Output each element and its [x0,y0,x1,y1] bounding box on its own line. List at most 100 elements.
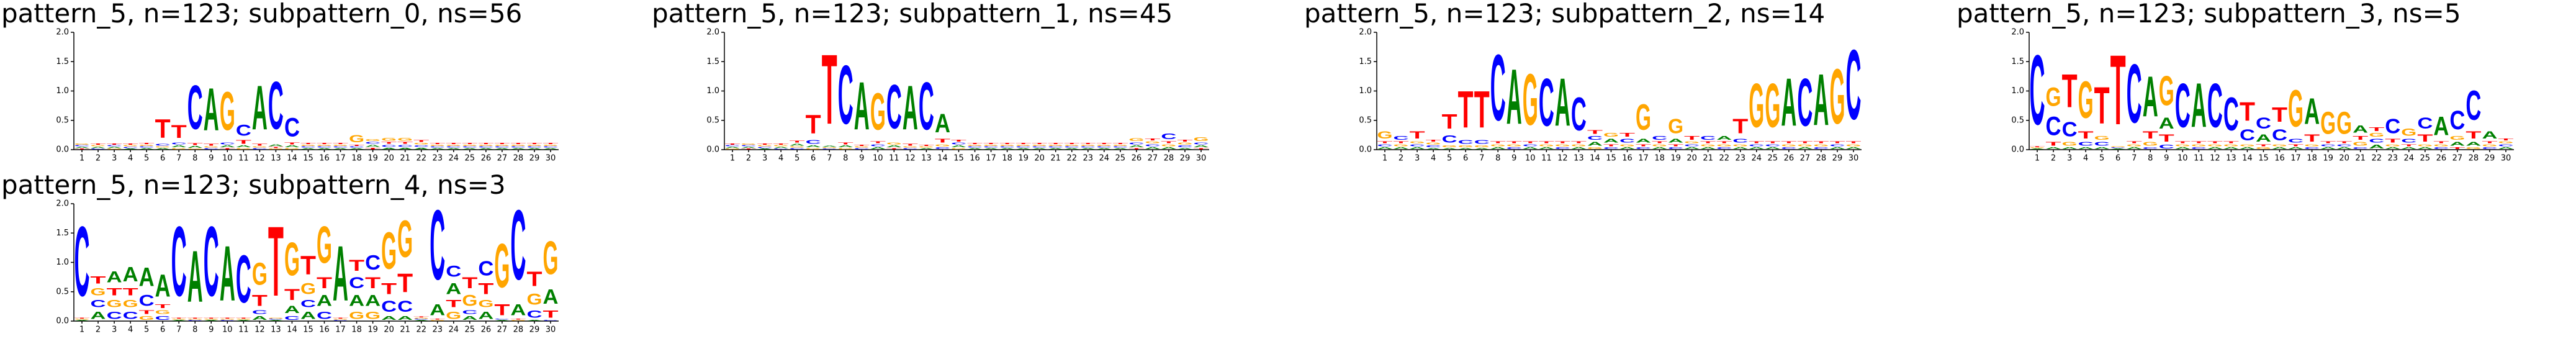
letter: T [2207,141,2223,144]
letter: C [1813,147,1829,150]
letter: A [1161,147,1176,150]
letter: A [2320,147,2336,150]
letter: C [935,147,950,150]
letter: G [1668,114,1683,138]
letter: A [220,145,235,148]
letter: G [171,319,187,320]
letter: T [1829,141,1845,144]
x-tick-label: 29 [529,325,540,335]
letter: C [1177,145,1192,148]
letter: G [725,148,741,150]
x-tick-label: 4 [1431,154,1436,163]
letter: A [854,68,870,145]
y-tick-label: 1.0 [2011,86,2024,96]
x-tick-label: 12 [2210,154,2220,163]
x-tick-label: 19 [1018,154,1029,163]
letter: A [2466,141,2481,147]
x-tick-label: 29 [1832,154,1843,163]
letter: C [2127,47,2142,140]
letter: C [526,146,542,148]
letter: C [2433,147,2449,150]
letter: G [1684,141,1700,144]
letter: T [1571,141,1587,144]
letter: T [252,292,268,309]
letter: C [1797,65,1813,141]
x-tick-label: 12 [254,154,265,163]
letter: G [2320,106,2336,140]
x-tick-label: 28 [2469,154,2479,163]
letter: T [1523,141,1538,144]
letter: A [155,148,171,150]
letter: C [1555,147,1570,150]
x-tick-label: 10 [222,325,233,335]
letter: T [2482,141,2497,144]
letter: A [2175,147,2191,150]
letter: A [999,148,1015,150]
y-tick-label: 0.5 [1359,116,1372,125]
letter: T [187,317,203,319]
letter: G [1619,143,1635,147]
letter: C [107,309,122,321]
letter: G [526,144,542,146]
letter: G [2030,147,2045,148]
letter: G [268,317,284,319]
letter: G [155,309,171,315]
letter: C [822,148,837,150]
letter: A [2030,148,2045,150]
letter: G [430,144,445,146]
letter: G [1845,143,1861,147]
letter: T [268,147,284,148]
letter: G [543,232,558,285]
letter: G [2078,70,2094,129]
letter: A [790,143,805,147]
letter: A [1668,138,1683,143]
letter: A [1845,147,1861,150]
letter: A [1442,148,1457,150]
x-tick-label: 28 [1164,154,1174,163]
x-tick-label: 8 [2148,154,2153,163]
letter: T [2336,141,2352,144]
letter: T [349,257,364,275]
letter: G [91,145,106,147]
letter: C [220,142,235,145]
logo-panel: pattern_5, n=123; subpattern_0, ns=56 0.0… [1,0,559,163]
letter: T [284,286,300,304]
x-tick-label: 17 [335,154,346,163]
letter: T [1112,143,1128,145]
letter: G [870,82,886,141]
x-tick-label: 3 [762,154,767,163]
y-tick-label: 1.0 [56,86,69,96]
letter: G [903,146,918,148]
letter: T [886,148,902,150]
letter: A [1048,148,1063,150]
letter: A [107,147,122,148]
x-tick-label: 15 [1606,154,1616,163]
letter: A [1716,135,1732,141]
y-tick-label: 2.0 [2011,28,2024,37]
x-tick-label: 5 [795,154,799,163]
letter: T [91,143,106,145]
letter: T [187,143,203,146]
letter: T [1797,141,1813,144]
letter: A [2191,71,2207,141]
letter: G [220,319,235,320]
x-tick-label: 25 [2420,154,2431,163]
x-tick-label: 12 [254,325,265,335]
letter: G [2401,127,2416,138]
y-tick-label: 1.5 [2011,57,2024,66]
x-tick-label: 27 [1148,154,1158,163]
letter: A [1474,148,1490,150]
letter: A [365,293,381,310]
letter: C [806,139,821,145]
x-tick-label: 24 [1099,154,1110,163]
letter: T [725,143,741,145]
x-tick-label: 7 [176,325,181,335]
letter: A [430,148,445,150]
letter: A [1797,147,1813,150]
letter: A [870,147,886,150]
x-tick-label: 5 [2099,154,2104,163]
x-tick-label: 12 [905,154,916,163]
letter: G [1426,142,1441,145]
letter: G [2385,143,2400,147]
letter: C [919,68,934,145]
